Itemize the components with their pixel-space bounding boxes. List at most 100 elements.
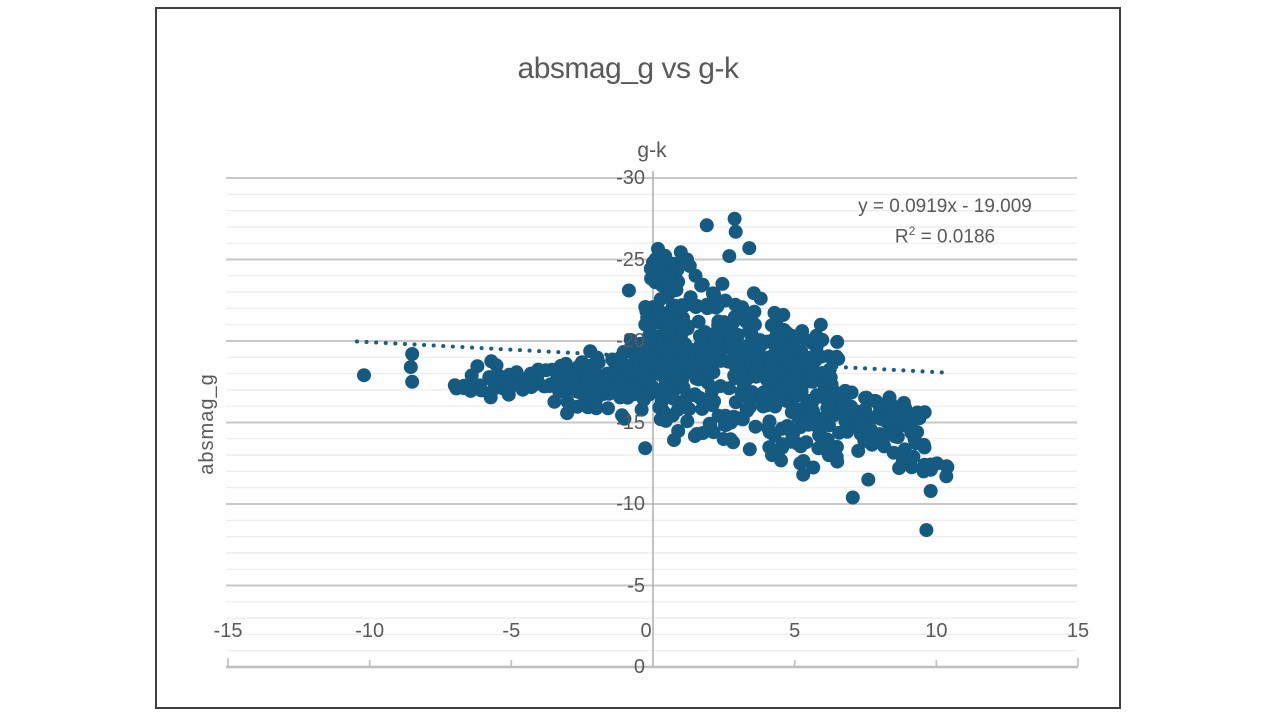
data-point — [715, 276, 730, 291]
y-tick-label: -5 — [627, 574, 645, 597]
data-point — [543, 377, 558, 392]
data-point — [821, 396, 836, 411]
data-point — [661, 270, 676, 285]
r-squared-rest: = 0.0186 — [915, 226, 996, 248]
data-point — [845, 490, 860, 505]
data-point — [582, 359, 597, 374]
data-point — [729, 337, 744, 352]
data-point — [717, 315, 731, 330]
y-tick-label: -10 — [616, 493, 645, 515]
data-point — [919, 523, 934, 538]
data-point — [651, 256, 665, 271]
data-point — [727, 354, 742, 369]
data-point — [555, 371, 570, 386]
data-point — [638, 441, 653, 456]
data-point — [809, 328, 824, 343]
data-point — [786, 381, 801, 396]
chart-title: absmag_g vs g-k — [517, 52, 739, 85]
y-tick-label: 0 — [633, 656, 645, 678]
x-tick-label: -10 — [355, 620, 385, 642]
data-point — [803, 373, 818, 387]
data-point — [872, 427, 887, 442]
data-point — [803, 403, 818, 418]
data-point — [709, 345, 724, 360]
data-point — [868, 393, 882, 408]
data-point — [776, 307, 791, 322]
data-point — [676, 311, 691, 326]
data-point — [831, 351, 846, 366]
data-point — [907, 432, 922, 447]
data-point — [861, 472, 876, 487]
data-point — [790, 436, 805, 451]
data-point — [618, 358, 633, 373]
data-point — [813, 317, 828, 332]
data-point — [756, 385, 771, 400]
data-point — [456, 381, 471, 396]
data-point — [879, 414, 894, 429]
data-point — [780, 419, 795, 434]
r-squared-sup: 2 — [908, 224, 916, 238]
data-point — [853, 419, 868, 434]
data-point — [694, 278, 709, 293]
y-tick-label: -30 — [616, 167, 645, 189]
data-point — [585, 388, 600, 403]
data-point — [689, 427, 704, 441]
data-point — [662, 360, 677, 375]
x-tick-label: 5 — [789, 620, 801, 642]
data-point — [574, 386, 589, 401]
data-point — [904, 460, 919, 475]
data-point — [750, 357, 765, 371]
data-point — [776, 323, 791, 337]
data-point — [840, 409, 855, 424]
y-tick-label: -20 — [616, 330, 645, 352]
data-point — [883, 396, 898, 411]
data-point — [700, 301, 715, 316]
y-tick-label: -25 — [616, 248, 645, 271]
x-tick-label: -5 — [502, 620, 521, 642]
data-point — [663, 380, 677, 395]
scatter-series[interactable] — [357, 211, 955, 538]
x-tick-label: -15 — [213, 620, 243, 642]
data-point — [888, 429, 903, 444]
data-point — [691, 314, 706, 329]
data-point — [727, 211, 742, 226]
data-point — [840, 424, 855, 439]
data-point — [613, 390, 628, 405]
data-point — [765, 448, 779, 463]
x-axis-title: g-k — [637, 139, 667, 162]
data-point — [728, 224, 743, 239]
data-point — [793, 456, 808, 471]
data-point — [640, 310, 655, 325]
data-point — [405, 374, 420, 389]
data-point — [680, 414, 695, 429]
data-point — [600, 366, 615, 381]
data-point — [678, 392, 693, 407]
data-point — [524, 367, 539, 382]
data-point — [623, 385, 638, 400]
data-point — [403, 360, 418, 375]
data-point — [912, 411, 927, 426]
data-point — [772, 368, 787, 382]
data-point — [760, 420, 775, 435]
data-point — [637, 363, 652, 378]
data-point — [693, 391, 708, 405]
data-point — [768, 340, 783, 355]
data-point — [815, 435, 830, 449]
data-point — [464, 368, 479, 383]
data-point — [754, 336, 769, 351]
data-point — [809, 339, 824, 354]
data-point — [357, 368, 371, 383]
data-point — [509, 365, 524, 380]
data-point — [728, 297, 743, 312]
data-point — [805, 353, 820, 368]
data-point — [489, 358, 504, 373]
data-point — [493, 372, 508, 386]
r-squared-base: R — [894, 226, 909, 248]
data-point — [787, 364, 802, 379]
data-point — [617, 411, 632, 426]
data-point — [722, 249, 737, 264]
data-point — [483, 390, 498, 405]
data-point — [749, 369, 764, 384]
